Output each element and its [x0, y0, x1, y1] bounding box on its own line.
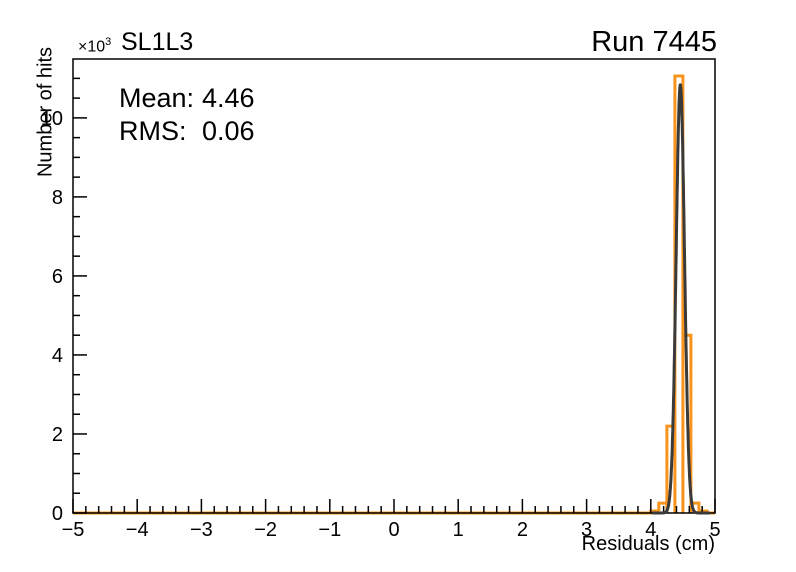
x-tick-label: −3 — [190, 519, 213, 541]
stats-rms-line: RMS: 0.06 — [119, 115, 255, 148]
y-axis-scale-factor: ×103 — [78, 36, 111, 56]
x-tick-label: −4 — [126, 519, 149, 541]
x-tick-label: 0 — [388, 519, 399, 541]
x-tick-label: −5 — [62, 519, 85, 541]
mean-value: 4.46 — [202, 83, 255, 113]
stats-box: Mean: 4.46 RMS: 0.06 — [119, 82, 255, 148]
plot-title: SL1L3 — [121, 28, 194, 56]
stats-mean-line: Mean: 4.46 — [119, 82, 255, 115]
y-tick-label: 2 — [52, 424, 63, 446]
y-tick-label: 8 — [52, 187, 63, 209]
scale-exponent: 3 — [105, 36, 112, 48]
x-tick-label: 3 — [581, 519, 592, 541]
scale-mantissa: ×10 — [78, 38, 106, 56]
y-axis-title: Number of hits — [34, 46, 57, 178]
x-tick-label: −1 — [318, 519, 341, 541]
x-tick-label: 5 — [709, 519, 720, 541]
gaussian-fit-curve — [650, 83, 712, 515]
x-tick-label: 1 — [453, 519, 464, 541]
x-tick-label: −2 — [254, 519, 277, 541]
run-label: Run 7445 — [591, 26, 717, 58]
x-tick-label: 4 — [645, 519, 656, 541]
rms-label: RMS: — [119, 116, 187, 146]
y-tick-label: 6 — [52, 266, 63, 288]
x-axis-title: Residuals (cm) — [581, 533, 715, 555]
y-tick-label: 4 — [52, 345, 63, 367]
x-tick-label: 2 — [517, 519, 528, 541]
y-tick-label: 0 — [52, 503, 63, 525]
y-tick-label: 10 — [41, 108, 63, 130]
rms-value: 0.06 — [202, 116, 255, 146]
mean-label: Mean: — [119, 83, 195, 113]
